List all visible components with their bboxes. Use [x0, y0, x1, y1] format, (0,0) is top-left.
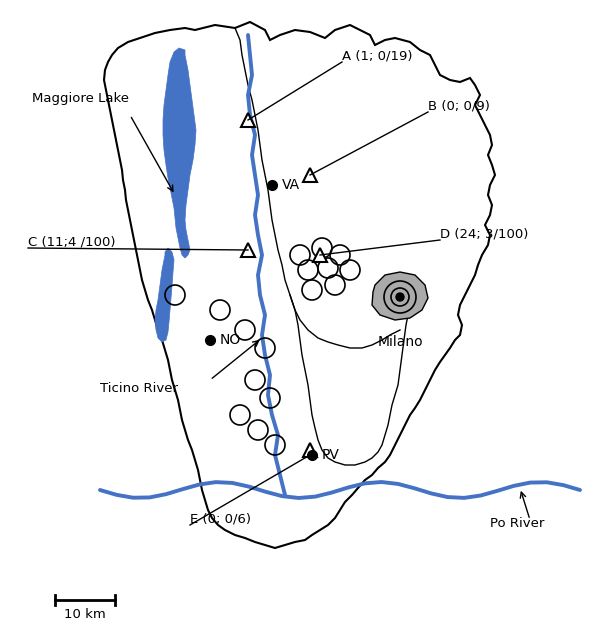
- Text: Milano: Milano: [377, 335, 423, 349]
- Text: VA: VA: [282, 178, 300, 192]
- Text: A (1; 0/19): A (1; 0/19): [342, 49, 413, 62]
- Text: E (0; 0/6): E (0; 0/6): [190, 512, 251, 525]
- Polygon shape: [163, 48, 196, 258]
- Text: 10 km: 10 km: [64, 608, 106, 621]
- Text: Po River: Po River: [490, 517, 544, 530]
- Text: Ticino River: Ticino River: [100, 382, 178, 395]
- Circle shape: [396, 293, 404, 301]
- Text: B (0; 0/9): B (0; 0/9): [428, 99, 490, 112]
- Polygon shape: [155, 248, 174, 342]
- Text: NO: NO: [220, 333, 241, 347]
- Text: D (24; 3/100): D (24; 3/100): [440, 227, 529, 240]
- Text: Maggiore Lake: Maggiore Lake: [32, 92, 129, 105]
- Text: C (11;4 /100): C (11;4 /100): [28, 235, 116, 248]
- Polygon shape: [104, 22, 495, 548]
- Text: PV: PV: [322, 448, 340, 462]
- Polygon shape: [372, 272, 428, 320]
